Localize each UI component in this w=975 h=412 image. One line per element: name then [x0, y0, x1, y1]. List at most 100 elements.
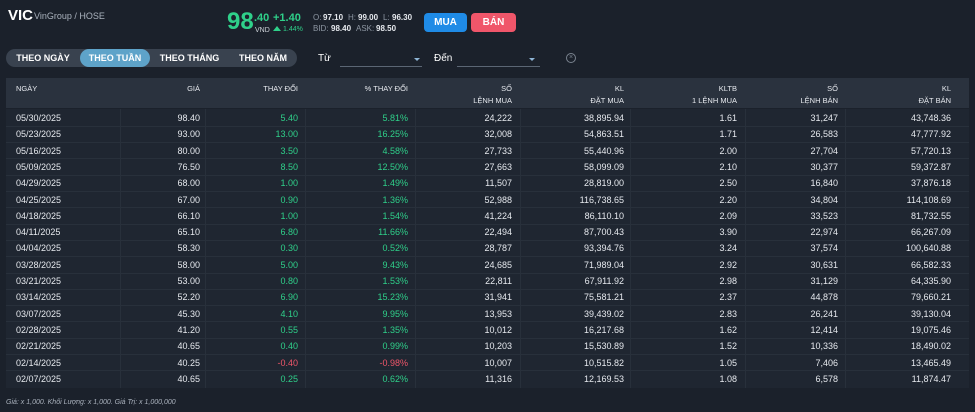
table-cell: 2.37: [719, 292, 737, 303]
table-cell: 81,732.55: [910, 210, 951, 221]
table-cell: 54,863.51: [583, 129, 624, 140]
table-cell: 12,169.53: [583, 373, 624, 384]
table-cell: 10,203: [484, 341, 512, 352]
table-cell: 10,012: [484, 324, 512, 335]
table-cell: 31,129: [810, 276, 838, 286]
table-cell: 98.40: [177, 113, 200, 123]
table-cell: 27,663: [484, 161, 512, 172]
table-cell: 5.00: [280, 259, 298, 270]
table-cell: 05/09/2025: [16, 161, 62, 172]
table-cell: 43,748.36: [910, 113, 951, 123]
tab[interactable]: THEO TUẦN: [80, 49, 150, 67]
quote-value: 97.10: [323, 13, 344, 22]
tab[interactable]: THEO NĂM: [239, 53, 287, 63]
table-cell: 32,008: [484, 129, 512, 140]
table-cell: 66,267.09: [910, 227, 951, 238]
period-tabs: [6, 49, 297, 67]
price: 98: [227, 8, 254, 35]
table-cell: 22,811: [485, 276, 512, 286]
column-header: KLTB: [718, 84, 737, 93]
table-cell: 75,581.21: [583, 292, 624, 303]
row-divider: [6, 256, 969, 258]
table-header: [6, 78, 969, 108]
column-header: THAY ĐỔI: [263, 84, 298, 93]
table-cell: 79,660.21: [910, 292, 951, 303]
row-divider: [6, 305, 969, 307]
sell-button[interactable]: BÁN: [471, 13, 516, 32]
table-cell: 2.50: [719, 178, 737, 189]
table-cell: 03/07/2025: [16, 308, 62, 319]
table-cell: 26,241: [810, 308, 838, 319]
row-divider: [6, 272, 969, 274]
table-cell: 87,700.43: [583, 227, 624, 238]
quote-value: 98.50: [376, 24, 397, 33]
caret: [529, 58, 535, 61]
table-cell: 11,874.47: [911, 373, 951, 384]
table-cell: 0.90: [280, 194, 298, 205]
table-cell: 2.10: [719, 161, 737, 172]
table-cell: 0.99%: [382, 341, 408, 352]
table-cell: 58.30: [177, 243, 200, 254]
table-cell: 24,685: [484, 259, 512, 270]
table-cell: 0.25: [280, 373, 298, 384]
table-cell: 8.50: [280, 161, 298, 172]
table-cell: 2.20: [719, 194, 737, 205]
table-cell: 31,941: [484, 292, 512, 303]
table-cell: 24,222: [484, 113, 512, 123]
table-cell: 93.00: [177, 129, 200, 140]
table-cell: 66,582.33: [910, 259, 951, 270]
table-cell: 66.10: [177, 210, 200, 221]
tab[interactable]: THEO NGÀY: [16, 53, 70, 63]
to-label: Đến: [434, 53, 453, 64]
table-cell: 1.53%: [382, 276, 408, 286]
buy-button[interactable]: MUA: [424, 13, 467, 32]
table-cell: 11.66%: [378, 227, 408, 238]
clear-button[interactable]: ×: [566, 53, 576, 63]
table-cell: 68.00: [177, 178, 200, 189]
from-dropdown[interactable]: [340, 66, 422, 67]
table-cell: 2.83: [719, 308, 737, 319]
table-cell: -0.40: [277, 357, 298, 368]
table-cell: 2.98: [719, 276, 737, 286]
footnote: Giá: x 1,000. Khối Lượng: x 1,000. Giá T…: [6, 399, 176, 406]
column-divider: [415, 109, 416, 388]
tab[interactable]: THEO THÁNG: [159, 53, 220, 63]
table-cell: 1.49%: [382, 178, 408, 189]
table-cell: 1.54%: [382, 210, 408, 221]
table-cell: 58.00: [177, 259, 200, 270]
table-cell: 64,335.90: [910, 276, 951, 286]
column-header: GIÁ: [187, 84, 200, 93]
table-body: [6, 109, 969, 388]
table-cell: 27,733: [484, 145, 512, 156]
table-cell: 5.81%: [382, 113, 408, 123]
column-divider: [305, 109, 306, 388]
table-cell: 0.80: [280, 276, 298, 286]
table-cell: 0.40: [280, 341, 298, 352]
change-percent: 1.44%: [283, 26, 303, 33]
column-header: KL: [614, 84, 624, 93]
table-cell: 71,989.04: [583, 259, 624, 270]
table-cell: 11,316: [485, 373, 512, 384]
column-header: NGÀY: [16, 84, 38, 93]
table-cell: 116,738.65: [579, 194, 624, 205]
from-label: Từ: [318, 53, 331, 64]
table-cell: 114,108.69: [906, 194, 951, 205]
table-cell: 5.40: [280, 113, 298, 123]
exchange: VinGroup / HOSE: [34, 11, 105, 21]
row-divider: [6, 337, 969, 339]
table-cell: 1.08: [719, 373, 737, 384]
column-header: KL: [941, 84, 951, 93]
symbol: VIC: [8, 7, 34, 24]
currency: VND: [255, 27, 270, 34]
table-cell: 30,631: [810, 259, 838, 270]
to-dropdown[interactable]: [457, 66, 540, 67]
table-cell: 65.10: [177, 227, 200, 238]
table-cell: 1.35%: [382, 324, 408, 335]
table-cell: 1.62: [719, 324, 737, 335]
table-cell: 4.10: [280, 308, 298, 319]
table-cell: 1.00: [280, 210, 298, 221]
column-header: LỆNH MUA: [473, 96, 512, 105]
table-cell: 40.65: [177, 341, 200, 352]
table-cell: 1.36%: [382, 194, 408, 205]
